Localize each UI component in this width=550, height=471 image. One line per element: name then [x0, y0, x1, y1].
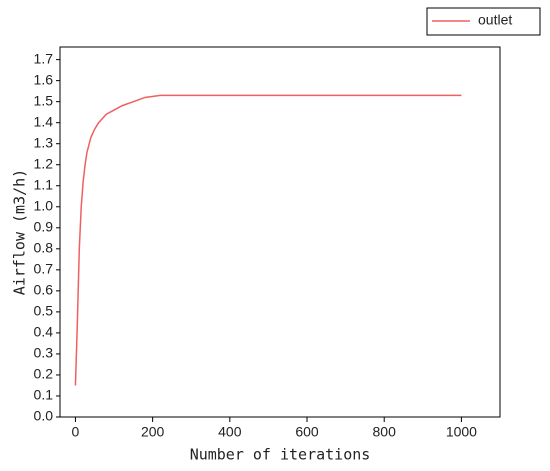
- y-tick-label: 0.0: [34, 408, 54, 424]
- x-tick-label: 600: [295, 424, 319, 440]
- y-tick-label: 0.6: [34, 282, 54, 298]
- y-tick-label: 0.5: [34, 303, 54, 319]
- y-tick-label: 1.0: [34, 197, 54, 213]
- y-tick-label: 0.8: [34, 240, 54, 256]
- y-tick-label: 0.3: [34, 345, 54, 361]
- y-tick-label: 0.2: [34, 366, 54, 382]
- plot-frame: [59, 46, 501, 418]
- y-tick-label: 0.4: [34, 324, 54, 340]
- y-tick-label: 1.1: [34, 176, 54, 192]
- legend-label: outlet: [478, 12, 512, 28]
- x-tick-label: 0: [72, 424, 80, 440]
- y-tick-label: 0.7: [34, 261, 54, 277]
- y-tick-label: 0.9: [34, 218, 54, 234]
- data-line: [74, 94, 462, 386]
- y-tick-label: 1.2: [34, 155, 54, 171]
- x-tick-label: 200: [141, 424, 165, 440]
- y-axis-title: Airflow (m3/h): [11, 169, 29, 295]
- x-tick-label: 1000: [446, 424, 477, 440]
- y-tick-label: 1.6: [34, 71, 54, 87]
- y-tick-label: 1.7: [34, 50, 54, 66]
- y-tick-label: 1.4: [34, 113, 54, 129]
- x-axis-title: Number of iterations: [190, 446, 371, 464]
- y-tick-label: 0.1: [34, 387, 54, 403]
- y-tick-label: 1.5: [34, 92, 54, 108]
- y-tick-label: 1.3: [34, 134, 54, 150]
- x-tick-label: 400: [218, 424, 242, 440]
- x-tick-label: 800: [373, 424, 397, 440]
